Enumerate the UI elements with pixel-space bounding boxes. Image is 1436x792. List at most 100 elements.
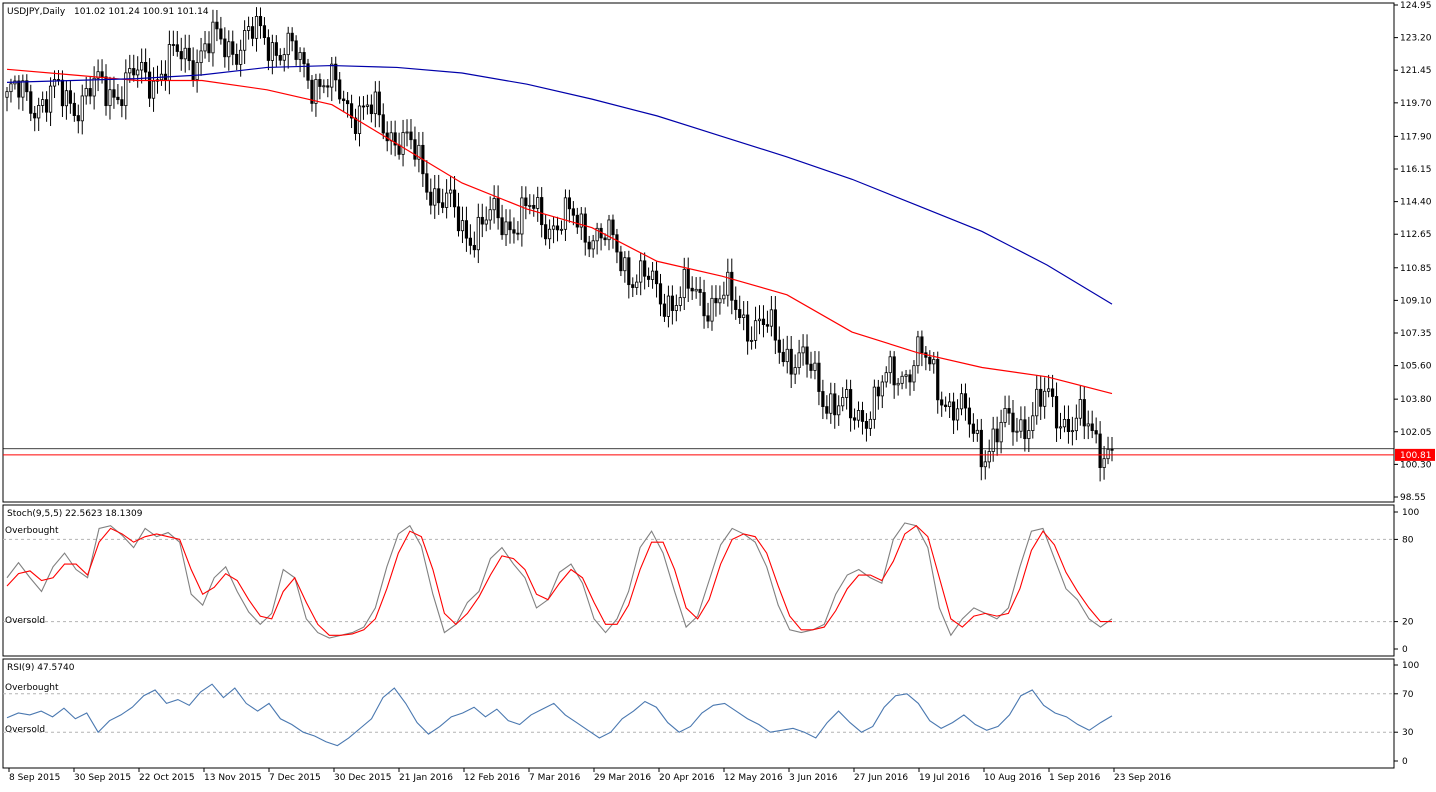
candle-body	[674, 305, 678, 311]
candle-body	[1047, 388, 1051, 392]
moving-average-line	[6, 68, 1113, 395]
candle-body	[991, 428, 995, 452]
price-tick-label: 100.30	[1400, 460, 1432, 470]
candle-body	[183, 47, 187, 60]
candle-body	[147, 71, 152, 99]
candle-body	[1031, 415, 1035, 431]
candlestick-series	[5, 7, 1114, 482]
candle-body	[623, 257, 627, 272]
candle-body	[207, 43, 211, 54]
candle-body	[817, 362, 821, 392]
candle-body	[670, 295, 674, 311]
stoch-panel-frame	[2, 504, 1395, 657]
date-tick-label: 13 Nov 2015	[204, 773, 262, 783]
candle-body	[504, 221, 508, 236]
candle-body	[849, 389, 853, 419]
candle-body	[500, 217, 504, 236]
candle-body	[880, 381, 884, 397]
candle-body	[476, 216, 480, 251]
indicator-tick-label: 0	[1402, 757, 1408, 767]
main-panel-frame	[2, 2, 1395, 503]
candle-body	[1003, 408, 1007, 423]
candle-body	[888, 356, 892, 374]
candle-body	[900, 375, 904, 384]
candle-body	[639, 260, 643, 283]
candle-body	[199, 50, 203, 64]
candle-body	[92, 77, 96, 97]
candle-body	[940, 399, 944, 406]
candle-body	[619, 251, 623, 272]
candle-body	[1086, 423, 1090, 427]
candle-body	[5, 91, 9, 98]
indicator-line	[6, 524, 1112, 636]
candle-body	[1110, 448, 1114, 451]
candle-body	[1090, 423, 1094, 431]
candle-body	[757, 318, 762, 322]
candle-body	[270, 42, 274, 61]
candle-body	[413, 139, 417, 160]
candle-body	[948, 401, 952, 408]
candle-body	[80, 95, 84, 122]
candle-body	[124, 72, 128, 107]
candle-body	[1011, 412, 1015, 433]
candle-body	[262, 25, 267, 39]
candle-body	[631, 284, 635, 288]
candle-body	[951, 401, 956, 421]
candle-body	[468, 237, 472, 246]
candle-body	[959, 393, 964, 410]
date-tick-label: 23 Sep 2016	[1114, 773, 1171, 783]
candle-body	[825, 406, 829, 414]
candle-body	[151, 80, 156, 99]
candle-body	[1106, 448, 1110, 460]
candle-body	[41, 99, 45, 106]
candle-body	[290, 32, 294, 42]
price-tick-label: 107.35	[1400, 329, 1432, 339]
candle-body	[433, 188, 437, 206]
candle-body	[1054, 396, 1059, 429]
candle-body	[1078, 399, 1082, 419]
price-tick-label: 102.05	[1400, 428, 1432, 438]
candle-body	[1098, 433, 1102, 468]
candle-body	[278, 55, 282, 61]
candle-body	[540, 197, 544, 226]
candle-body	[864, 421, 869, 429]
rsi-panel-frame	[2, 658, 1395, 769]
candle-body	[995, 428, 999, 443]
candle-body	[547, 228, 552, 240]
candle-body	[912, 365, 916, 383]
candle-body	[781, 351, 785, 363]
stoch-lines	[6, 522, 1113, 639]
candle-body	[211, 21, 215, 54]
stoch-axis-ticks: 100 80 20 0	[3, 508, 1419, 655]
price-tick-label: 117.90	[1400, 132, 1432, 142]
candle-body	[456, 206, 461, 232]
candle-body	[520, 197, 524, 235]
candle-body	[698, 288, 702, 293]
candle-body	[872, 386, 876, 420]
candle-body	[381, 114, 385, 134]
candle-body	[460, 220, 465, 232]
chart-symbol-label: USDJPY,Daily	[7, 7, 66, 17]
current-price-label: 100.81	[1400, 451, 1432, 461]
candle-body	[856, 410, 861, 421]
candle-body	[72, 102, 76, 116]
candle-body	[464, 220, 469, 239]
price-tick-label: 114.40	[1400, 198, 1432, 208]
candle-body	[833, 393, 837, 416]
candle-body	[884, 372, 888, 383]
candle-body	[852, 417, 857, 421]
candle-body	[60, 79, 65, 107]
candle-body	[1082, 399, 1086, 427]
candle-body	[282, 54, 286, 61]
candle-body	[635, 281, 639, 288]
candle-body	[294, 40, 298, 60]
candle-body	[920, 336, 924, 354]
candle-body	[662, 303, 667, 317]
price-tick-label: 98.55	[1400, 493, 1426, 503]
candle-body	[536, 197, 540, 209]
candle-body	[714, 297, 718, 304]
candle-body	[999, 421, 1003, 443]
candle-body	[346, 100, 350, 105]
candle-body	[357, 105, 362, 134]
